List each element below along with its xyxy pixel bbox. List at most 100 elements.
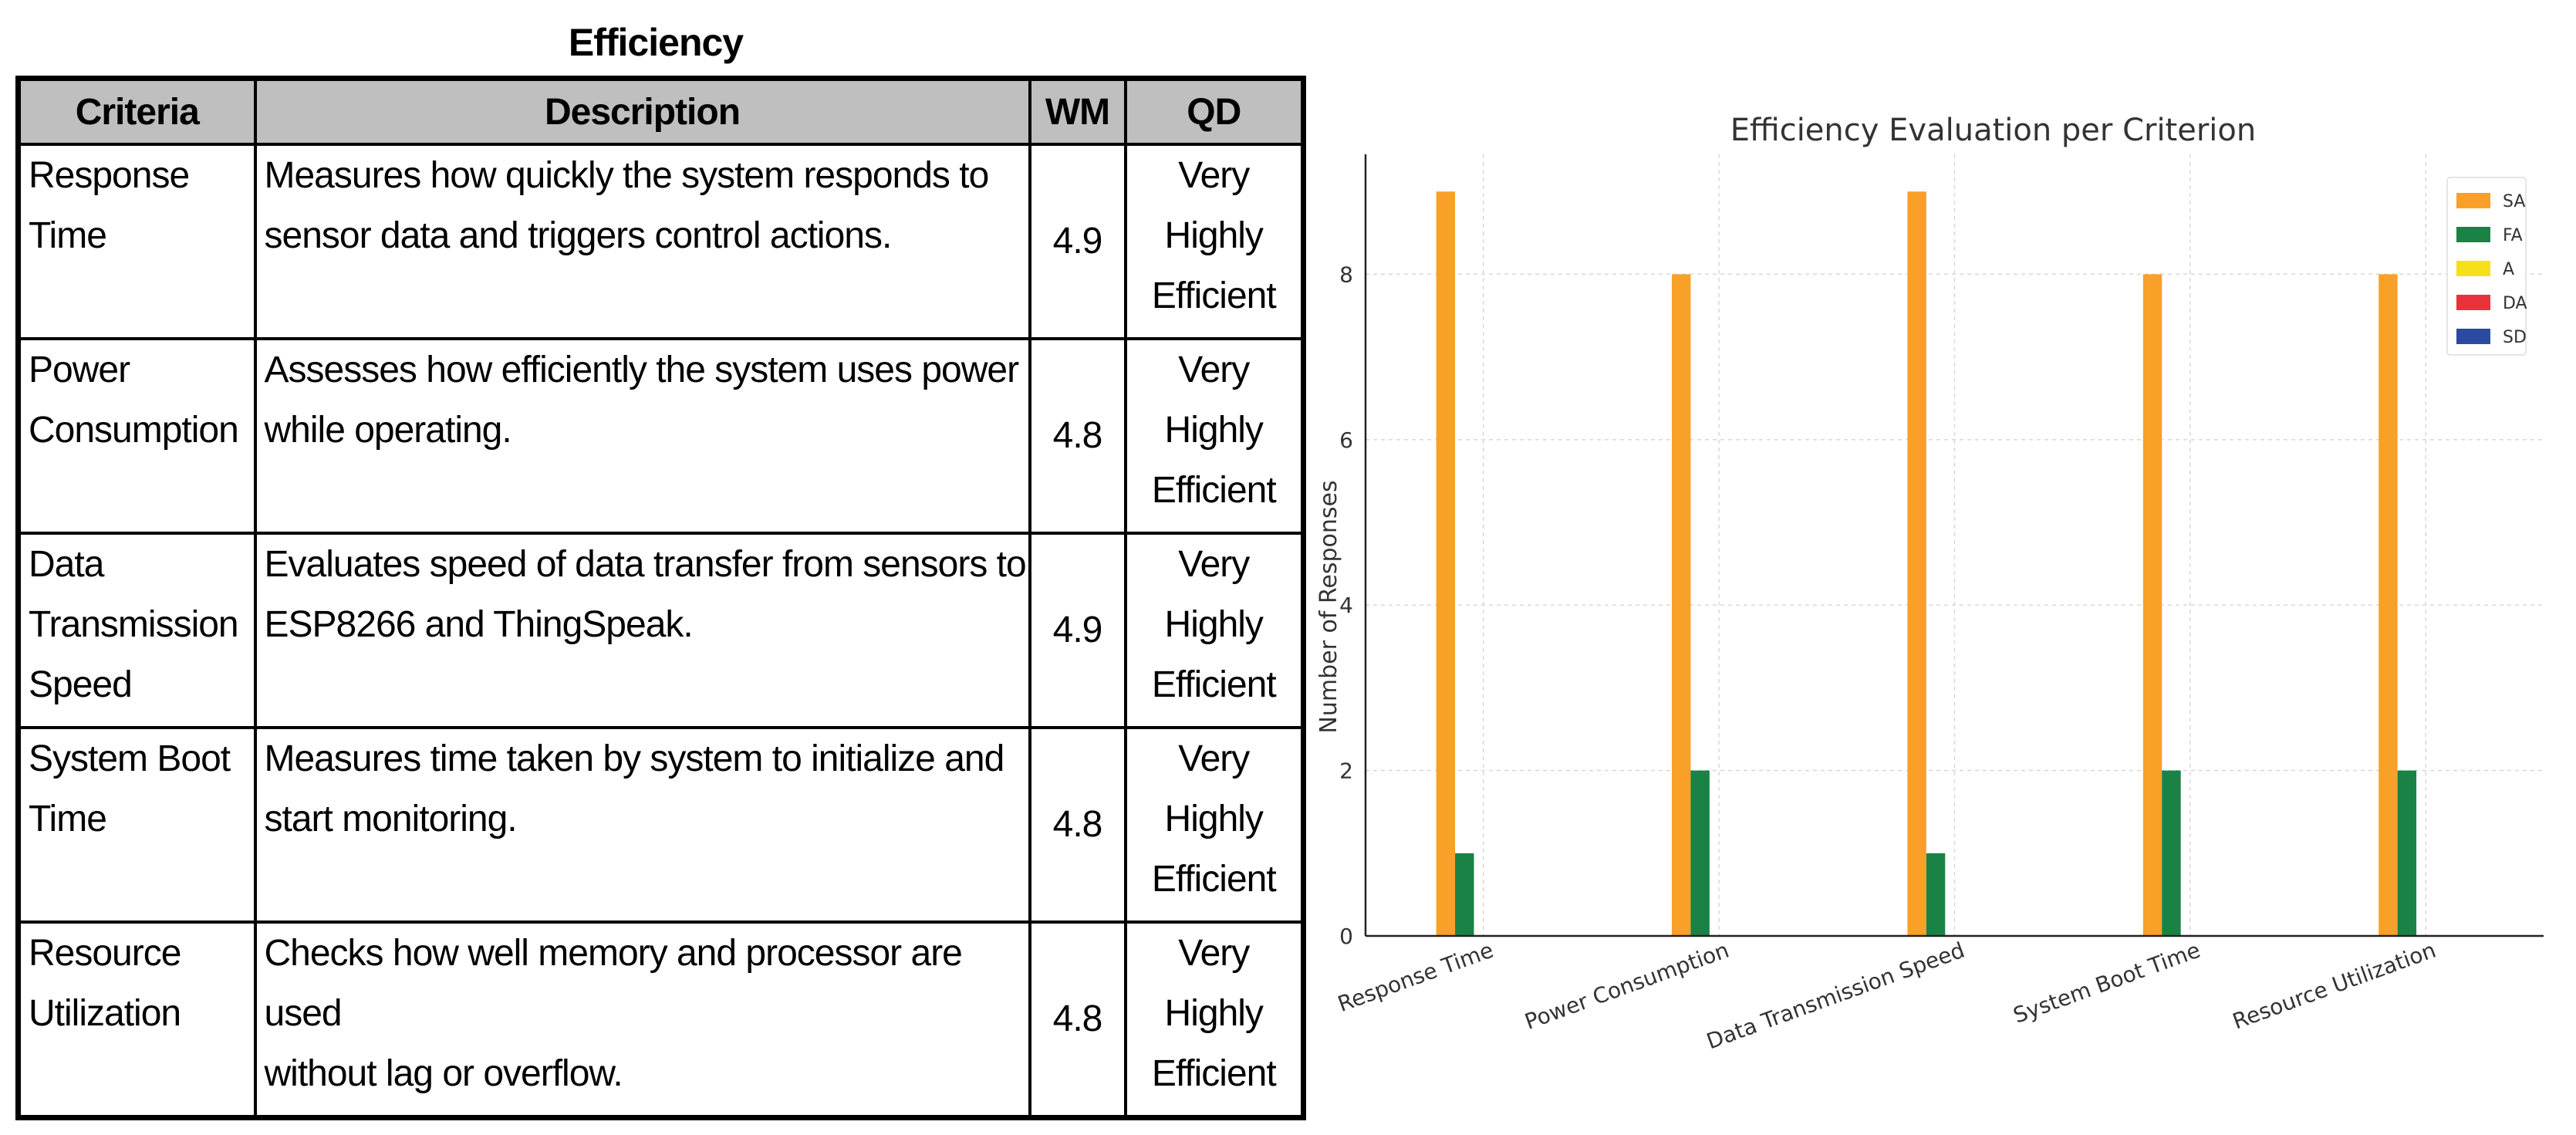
criteria-cell-line: Data <box>29 544 104 585</box>
table-header-row: Criteria Description WM QD <box>16 76 1305 146</box>
table-body: Response Time Measures how quickly the sy… <box>16 143 1305 1120</box>
legend-label: SA <box>2503 192 2525 211</box>
qd-cell: Very Highly Efficient <box>1123 532 1305 729</box>
bar-sa <box>1436 191 1456 936</box>
description-cell: Evaluates speed of data transfer from se… <box>253 532 1031 729</box>
description-cell-line: without lag or overflow. <box>264 1053 623 1094</box>
qd-cell: Very Highly Efficient <box>1123 726 1305 924</box>
qd-cell-line: Very <box>1178 933 1250 974</box>
table-row: Response Time Measures how quickly the sy… <box>16 143 1305 340</box>
qd-cell-line: Highly <box>1164 993 1264 1034</box>
wm-cell-value: 4.8 <box>1052 415 1103 456</box>
x-tick-label: Response Time <box>1335 937 1497 1017</box>
chart-title: Efficiency Evaluation per Criterion <box>1730 113 2256 148</box>
criteria-cell-line: Speed <box>29 664 133 705</box>
description-cell: Checks how well memory and processor are… <box>253 920 1031 1120</box>
criteria-cell-line: Power <box>29 350 130 390</box>
qd-cell-line: Highly <box>1164 799 1264 839</box>
legend-swatch-sa <box>2456 193 2490 208</box>
y-tick-label: 4 <box>1339 593 1353 618</box>
wm-cell-value: 4.8 <box>1052 998 1103 1039</box>
table-title: Efficiency <box>568 21 744 64</box>
description-cell-line: Measures time taken by system to initial… <box>264 738 1005 779</box>
qd-cell-line: Highly <box>1164 604 1264 645</box>
description-cell-line: ESP8266 and ThingSpeak. <box>264 604 694 645</box>
qd-cell: Very Highly Efficient <box>1123 143 1305 340</box>
description-cell-line: Checks how well memory and processor are… <box>264 933 963 1034</box>
description-cell-line: Measures how quickly the system responds… <box>264 155 990 196</box>
header-description: Description <box>253 76 1031 146</box>
bar-sa <box>1907 191 1926 936</box>
criteria-cell: Response Time <box>16 143 257 340</box>
wm-cell: 4.8 <box>1028 726 1127 924</box>
bar-fa <box>1690 770 1710 936</box>
y-axis-label: Number of Responses <box>1315 480 1342 733</box>
criteria-cell-line: Transmission <box>29 604 239 645</box>
criteria-cell-line: Utilization <box>29 993 181 1034</box>
qd-cell-line: Highly <box>1164 410 1264 451</box>
qd-cell-line: Very <box>1178 738 1250 779</box>
wm-cell: 4.9 <box>1028 143 1127 340</box>
bar-sa <box>2378 274 2398 937</box>
description-cell: Measures how quickly the system responds… <box>253 143 1031 340</box>
qd-cell-line: Very <box>1178 155 1250 196</box>
legend-swatch-fa <box>2456 227 2490 242</box>
legend-swatch-sd <box>2456 329 2490 344</box>
bar-sa <box>1672 274 1691 937</box>
description-cell-line: while operating. <box>264 410 512 451</box>
criteria-cell: System Boot Time <box>16 726 257 924</box>
wm-cell-value: 4.9 <box>1052 610 1103 650</box>
criteria-cell-line: System Boot <box>29 738 231 779</box>
wm-cell-value: 4.9 <box>1052 221 1103 262</box>
y-tick-label: 2 <box>1339 758 1353 784</box>
qd-cell-line: Highly <box>1164 215 1264 256</box>
qd-cell-line: Efficient <box>1151 470 1277 511</box>
criteria-cell-line: Response Time <box>29 155 190 256</box>
description-cell-line: sensor data and triggers control actions… <box>264 215 893 256</box>
bar-fa <box>2397 770 2417 936</box>
y-tick-label: 6 <box>1339 427 1353 453</box>
table-row: Power Consumption Assesses how efficiently… <box>16 337 1305 535</box>
y-tick-label: 0 <box>1339 924 1353 949</box>
table-row: Resource Utilization Checks how well memor… <box>16 920 1305 1120</box>
y-tick-label: 8 <box>1339 262 1353 287</box>
legend-label: FA <box>2503 226 2523 245</box>
description-cell-line: start monitoring. <box>264 799 518 839</box>
wm-cell: 4.8 <box>1028 337 1127 535</box>
qd-cell-line: Very <box>1178 350 1250 390</box>
legend-label: SD <box>2503 328 2527 347</box>
header-qd: QD <box>1123 76 1305 146</box>
table-row: System Boot Time Measures time taken by sy… <box>16 726 1305 924</box>
criteria-cell: Resource Utilization <box>16 920 257 1120</box>
description-cell-line: Evaluates speed of data transfer from se… <box>264 544 1027 585</box>
wm-cell-value: 4.8 <box>1052 804 1103 845</box>
qd-cell: Very Highly Efficient <box>1123 337 1305 535</box>
bar-fa <box>1926 853 1946 936</box>
header-criteria: Criteria <box>16 76 257 146</box>
description-cell: Measures time taken by system to initial… <box>253 726 1031 924</box>
legend-label: DA <box>2503 294 2527 313</box>
qd-cell-line: Efficient <box>1151 275 1277 316</box>
description-cell: Assesses how efficiently the system uses… <box>253 337 1031 535</box>
wm-cell: 4.8 <box>1028 920 1127 1120</box>
criteria-cell-line: Resource <box>29 933 181 974</box>
criteria-cell: Data Transmission Speed <box>16 532 257 729</box>
header-wm: WM <box>1028 76 1127 146</box>
legend-label: A <box>2503 260 2514 279</box>
efficiency-table: Criteria Description WM QD Response Time… <box>15 76 1306 1120</box>
legend-swatch-a <box>2456 261 2490 276</box>
qd-cell-line: Efficient <box>1151 859 1277 900</box>
bar-fa <box>2162 770 2181 936</box>
description-cell-line: Assesses how efficiently the system uses… <box>264 350 1020 390</box>
x-tick-label: Data Transmission Speed <box>1703 937 1968 1055</box>
criteria-cell: Power Consumption <box>16 337 257 535</box>
x-tick-label: System Boot Time <box>2010 937 2203 1029</box>
bar-sa <box>2142 274 2162 937</box>
criteria-cell-line: Time <box>29 799 107 839</box>
criteria-cell-line: Consumption <box>29 410 239 451</box>
qd-cell: Very Highly Efficient <box>1123 920 1305 1120</box>
efficiency-bar-chart: Efficiency Evaluation per Criterion Numbe… <box>1315 113 2544 1055</box>
x-tick-label: Power Consumption <box>1521 937 1732 1035</box>
table-row: Data Transmission Speed Evaluates speed of … <box>16 532 1305 729</box>
wm-cell: 4.9 <box>1028 532 1127 729</box>
